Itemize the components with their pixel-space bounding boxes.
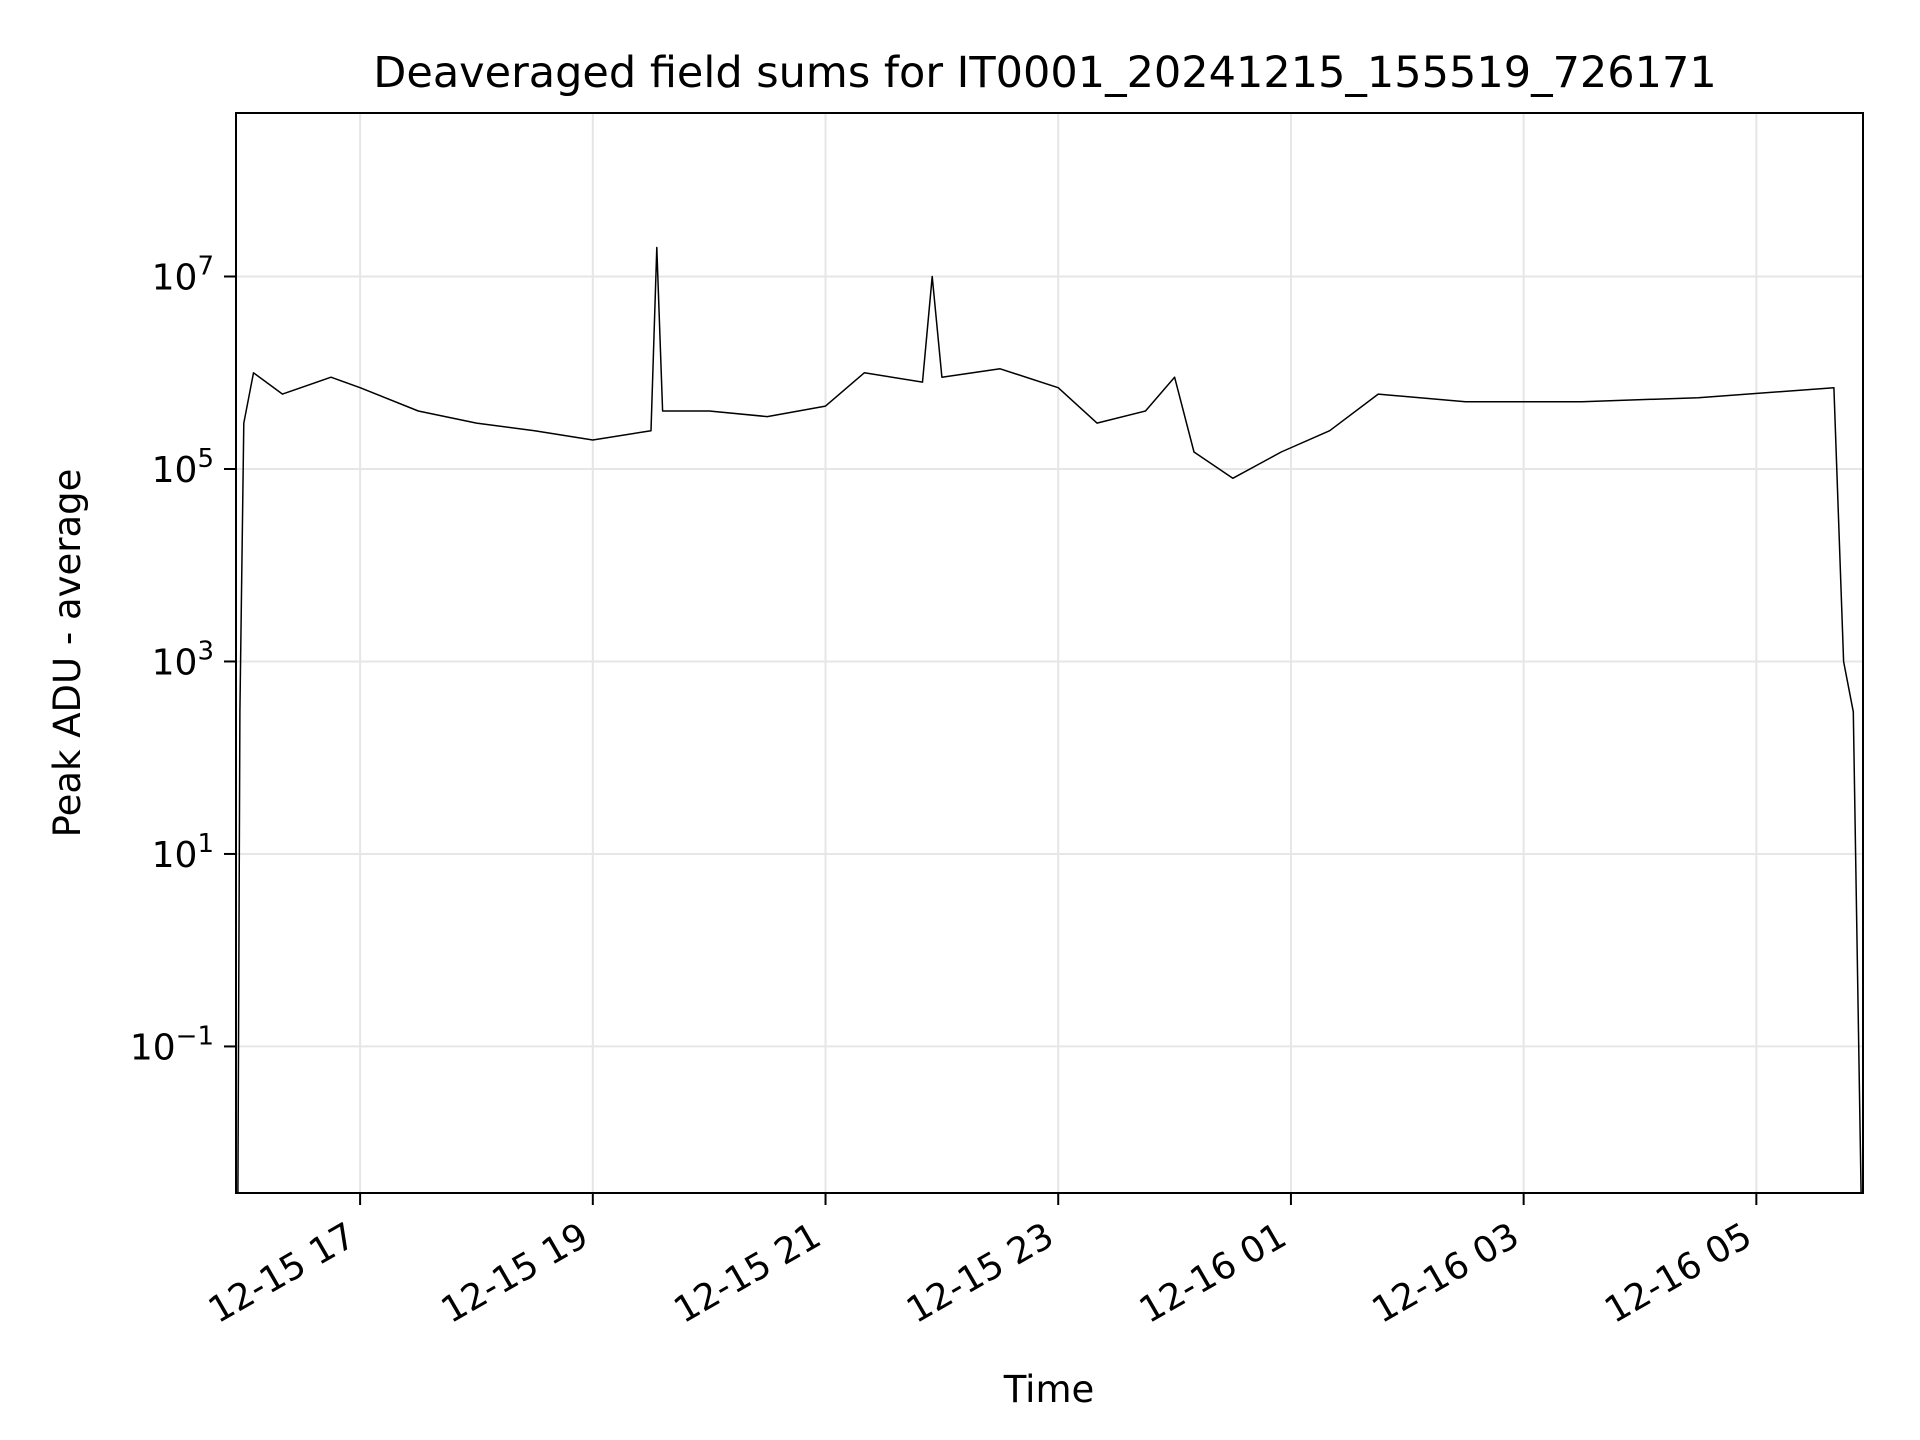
y-tick-exponent: 7	[197, 252, 214, 282]
y-tick-label: 105	[152, 444, 214, 491]
x-axis-label: Time	[1003, 1368, 1095, 1411]
series-line	[237, 246, 1862, 1194]
y-tick-label: 10−1	[130, 1021, 214, 1068]
plot-frame	[235, 112, 1864, 1194]
plot-area	[237, 246, 1862, 1194]
y-tick-exponent: 1	[197, 829, 214, 859]
y-tick-label: 101	[152, 829, 214, 876]
y-tick-base: 10	[152, 835, 198, 876]
y-tick-base: 10	[130, 1027, 176, 1068]
y-tick-exponent: 3	[197, 636, 214, 666]
y-tick-exponent: 5	[197, 444, 214, 474]
y-tick-label: 107	[152, 252, 214, 299]
grid	[236, 113, 1863, 1193]
y-tick-label: 103	[152, 636, 214, 683]
chart-title: Deaveraged field sums for IT0001_2024121…	[373, 48, 1716, 98]
y-tick-base: 10	[152, 258, 198, 299]
y-tick-exponent: −1	[176, 1021, 214, 1051]
y-tick-base: 10	[152, 450, 198, 491]
y-tick-base: 10	[152, 642, 198, 683]
y-axis-label: Peak ADU - average	[46, 469, 89, 838]
